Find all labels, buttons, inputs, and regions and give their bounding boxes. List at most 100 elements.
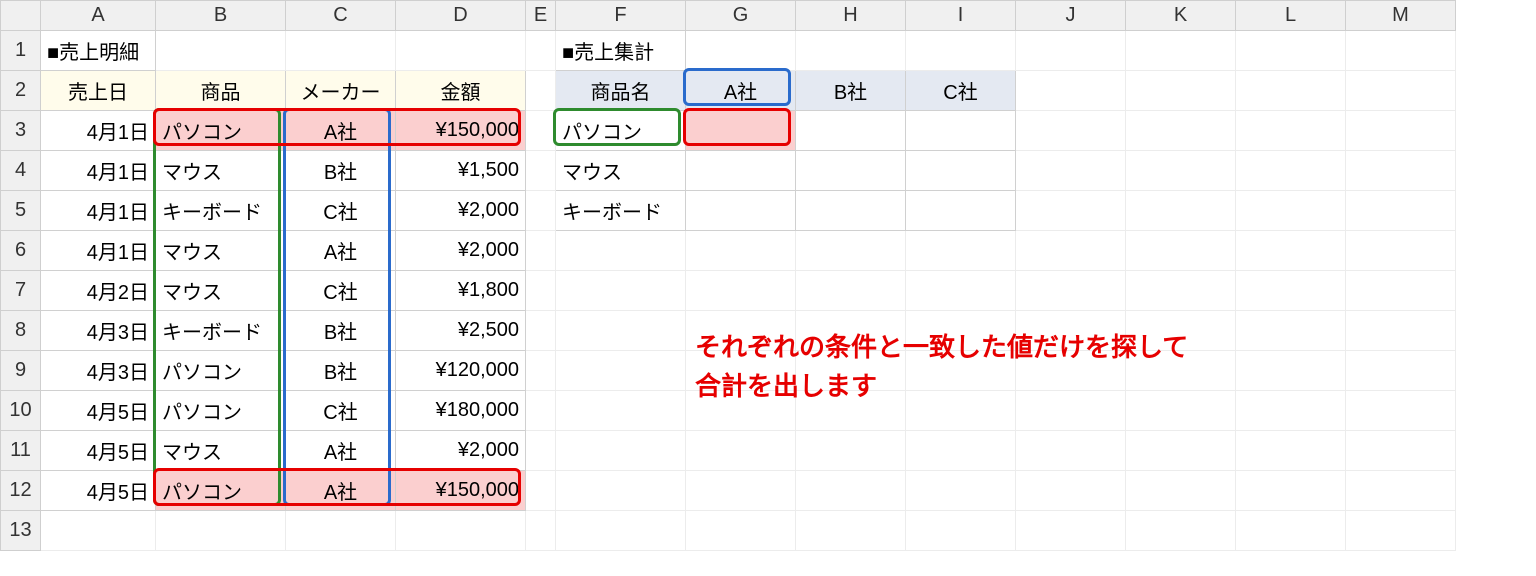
col-header[interactable]: M bbox=[1346, 1, 1456, 31]
detail-maker[interactable]: B社 bbox=[286, 151, 396, 191]
cell-G12[interactable] bbox=[686, 471, 796, 511]
cell-L11[interactable] bbox=[1236, 431, 1346, 471]
cell-H7[interactable] bbox=[796, 271, 906, 311]
row-header[interactable]: 13 bbox=[1, 511, 41, 551]
col-header[interactable]: F bbox=[556, 1, 686, 31]
detail-date[interactable]: 4月3日 bbox=[41, 311, 156, 351]
detail-product[interactable]: パソコン bbox=[156, 111, 286, 151]
cell-G13[interactable] bbox=[686, 511, 796, 551]
cell-F8[interactable] bbox=[556, 311, 686, 351]
cell-L4[interactable] bbox=[1236, 151, 1346, 191]
detail-maker[interactable]: A社 bbox=[286, 231, 396, 271]
summary-title[interactable]: ■売上集計 bbox=[556, 31, 686, 71]
cell-H11[interactable] bbox=[796, 431, 906, 471]
cell-G11[interactable] bbox=[686, 431, 796, 471]
col-header[interactable]: K bbox=[1126, 1, 1236, 31]
detail-date[interactable]: 4月2日 bbox=[41, 271, 156, 311]
row-header[interactable]: 6 bbox=[1, 231, 41, 271]
detail-amount[interactable]: ¥180,000 bbox=[396, 391, 526, 431]
cell-G7[interactable] bbox=[686, 271, 796, 311]
detail-maker[interactable]: B社 bbox=[286, 311, 396, 351]
summary-header-a[interactable]: A社 bbox=[686, 71, 796, 111]
cell-C13[interactable] bbox=[286, 511, 396, 551]
detail-header-date[interactable]: 売上日 bbox=[41, 71, 156, 111]
cell-F9[interactable] bbox=[556, 351, 686, 391]
row-header[interactable]: 9 bbox=[1, 351, 41, 391]
cell-K6[interactable] bbox=[1126, 231, 1236, 271]
cell-L2[interactable] bbox=[1236, 71, 1346, 111]
cell-E6[interactable] bbox=[526, 231, 556, 271]
col-header[interactable]: A bbox=[41, 1, 156, 31]
detail-amount[interactable]: ¥1,800 bbox=[396, 271, 526, 311]
cell-M13[interactable] bbox=[1346, 511, 1456, 551]
summary-val-c[interactable] bbox=[906, 151, 1016, 191]
cell-M6[interactable] bbox=[1346, 231, 1456, 271]
detail-amount[interactable]: ¥150,000 bbox=[396, 471, 526, 511]
cell-F12[interactable] bbox=[556, 471, 686, 511]
col-header[interactable]: D bbox=[396, 1, 526, 31]
cell-F11[interactable] bbox=[556, 431, 686, 471]
cell-E11[interactable] bbox=[526, 431, 556, 471]
col-header[interactable]: C bbox=[286, 1, 396, 31]
detail-amount[interactable]: ¥120,000 bbox=[396, 351, 526, 391]
cell-M4[interactable] bbox=[1346, 151, 1456, 191]
cell-L10[interactable] bbox=[1236, 391, 1346, 431]
cell-K5[interactable] bbox=[1126, 191, 1236, 231]
cell-K4[interactable] bbox=[1126, 151, 1236, 191]
cell-M8[interactable] bbox=[1346, 311, 1456, 351]
col-header[interactable]: J bbox=[1016, 1, 1126, 31]
detail-date[interactable]: 4月1日 bbox=[41, 111, 156, 151]
cell-F7[interactable] bbox=[556, 271, 686, 311]
row-header[interactable]: 11 bbox=[1, 431, 41, 471]
cell-L9[interactable] bbox=[1236, 351, 1346, 391]
detail-maker[interactable]: C社 bbox=[286, 191, 396, 231]
cell-E9[interactable] bbox=[526, 351, 556, 391]
summary-header-b[interactable]: B社 bbox=[796, 71, 906, 111]
cell-L6[interactable] bbox=[1236, 231, 1346, 271]
detail-header-amount[interactable]: 金額 bbox=[396, 71, 526, 111]
cell-E3[interactable] bbox=[526, 111, 556, 151]
cell-L8[interactable] bbox=[1236, 311, 1346, 351]
cell-J11[interactable] bbox=[1016, 431, 1126, 471]
cell-I6[interactable] bbox=[906, 231, 1016, 271]
col-header[interactable]: L bbox=[1236, 1, 1346, 31]
cell-L13[interactable] bbox=[1236, 511, 1346, 551]
summary-product[interactable]: マウス bbox=[556, 151, 686, 191]
detail-amount[interactable]: ¥150,000 bbox=[396, 111, 526, 151]
detail-product[interactable]: マウス bbox=[156, 271, 286, 311]
cell-L1[interactable] bbox=[1236, 31, 1346, 71]
cell-J2[interactable] bbox=[1016, 71, 1126, 111]
detail-header-maker[interactable]: メーカー bbox=[286, 71, 396, 111]
cell-E8[interactable] bbox=[526, 311, 556, 351]
cell-J7[interactable] bbox=[1016, 271, 1126, 311]
row-header[interactable]: 8 bbox=[1, 311, 41, 351]
cell-K1[interactable] bbox=[1126, 31, 1236, 71]
summary-val-a[interactable] bbox=[686, 191, 796, 231]
col-header[interactable]: G bbox=[686, 1, 796, 31]
cell-B13[interactable] bbox=[156, 511, 286, 551]
detail-product[interactable]: パソコン bbox=[156, 391, 286, 431]
detail-date[interactable]: 4月1日 bbox=[41, 231, 156, 271]
cell-M11[interactable] bbox=[1346, 431, 1456, 471]
cell-J1[interactable] bbox=[1016, 31, 1126, 71]
detail-product[interactable]: マウス bbox=[156, 151, 286, 191]
summary-product[interactable]: パソコン bbox=[556, 111, 686, 151]
cell-M9[interactable] bbox=[1346, 351, 1456, 391]
cell-M5[interactable] bbox=[1346, 191, 1456, 231]
detail-date[interactable]: 4月5日 bbox=[41, 391, 156, 431]
cell-E4[interactable] bbox=[526, 151, 556, 191]
summary-val-b[interactable] bbox=[796, 191, 906, 231]
cell-E1[interactable] bbox=[526, 31, 556, 71]
cell-M1[interactable] bbox=[1346, 31, 1456, 71]
cell-H6[interactable] bbox=[796, 231, 906, 271]
summary-val-b[interactable] bbox=[796, 151, 906, 191]
cell-F6[interactable] bbox=[556, 231, 686, 271]
detail-maker[interactable]: B社 bbox=[286, 351, 396, 391]
detail-product[interactable]: パソコン bbox=[156, 351, 286, 391]
summary-val-a[interactable] bbox=[686, 111, 796, 151]
summary-val-a[interactable] bbox=[686, 151, 796, 191]
cell-G6[interactable] bbox=[686, 231, 796, 271]
cell-I12[interactable] bbox=[906, 471, 1016, 511]
detail-maker[interactable]: C社 bbox=[286, 271, 396, 311]
cell-I11[interactable] bbox=[906, 431, 1016, 471]
